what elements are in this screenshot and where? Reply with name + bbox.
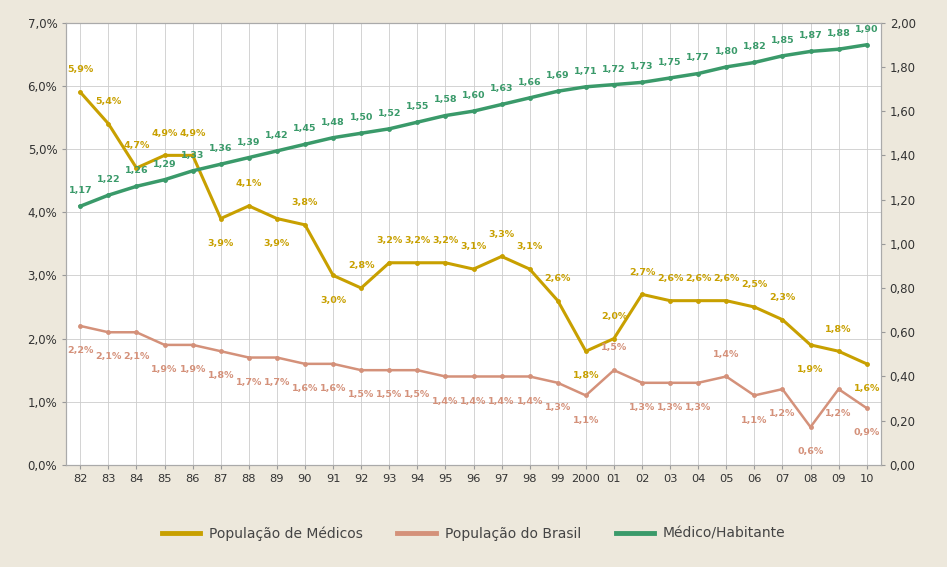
Text: 2,2%: 2,2% bbox=[67, 346, 94, 355]
Text: 1,42: 1,42 bbox=[265, 131, 289, 140]
Text: 5,9%: 5,9% bbox=[67, 65, 94, 74]
Text: 1,17: 1,17 bbox=[68, 186, 92, 195]
Text: 1,39: 1,39 bbox=[237, 138, 260, 146]
Text: 4,9%: 4,9% bbox=[152, 129, 178, 138]
Text: 1,7%: 1,7% bbox=[236, 378, 262, 387]
Text: 2,6%: 2,6% bbox=[657, 274, 684, 283]
Text: 5,4%: 5,4% bbox=[96, 97, 121, 106]
Text: 1,22: 1,22 bbox=[97, 175, 120, 184]
Text: 1,75: 1,75 bbox=[658, 58, 682, 67]
Text: 1,73: 1,73 bbox=[631, 62, 653, 71]
Text: 2,1%: 2,1% bbox=[96, 353, 121, 362]
Text: 1,69: 1,69 bbox=[545, 71, 569, 80]
Text: 1,9%: 1,9% bbox=[797, 365, 824, 374]
Text: 1,5%: 1,5% bbox=[348, 391, 374, 399]
Text: 2,7%: 2,7% bbox=[629, 268, 655, 277]
Text: 1,82: 1,82 bbox=[742, 43, 766, 52]
Text: 1,2%: 1,2% bbox=[826, 409, 851, 418]
Text: 1,3%: 1,3% bbox=[629, 403, 655, 412]
Text: 1,2%: 1,2% bbox=[769, 409, 795, 418]
Text: 1,9%: 1,9% bbox=[152, 365, 178, 374]
Text: 2,3%: 2,3% bbox=[769, 293, 795, 302]
Text: 1,36: 1,36 bbox=[209, 144, 233, 153]
Text: 1,88: 1,88 bbox=[827, 29, 850, 38]
Text: 1,5%: 1,5% bbox=[404, 391, 431, 399]
Text: 1,4%: 1,4% bbox=[460, 397, 487, 406]
Text: 4,1%: 4,1% bbox=[236, 179, 262, 188]
Text: 2,6%: 2,6% bbox=[545, 274, 571, 283]
Text: 3,3%: 3,3% bbox=[489, 230, 514, 239]
Text: 1,4%: 1,4% bbox=[516, 397, 543, 406]
Text: 3,8%: 3,8% bbox=[292, 198, 318, 207]
Text: 1,63: 1,63 bbox=[490, 84, 513, 94]
Text: 1,5%: 1,5% bbox=[376, 391, 402, 399]
Text: 1,58: 1,58 bbox=[434, 95, 457, 104]
Text: 3,9%: 3,9% bbox=[264, 239, 290, 248]
Text: 1,1%: 1,1% bbox=[742, 416, 767, 425]
Text: 1,6%: 1,6% bbox=[292, 384, 318, 393]
Text: 3,1%: 3,1% bbox=[516, 242, 543, 251]
Text: 3,1%: 3,1% bbox=[460, 242, 487, 251]
Legend: População de Médicos, População do Brasil, Médico/Habitante: População de Médicos, População do Brasi… bbox=[156, 521, 791, 547]
Text: 3,2%: 3,2% bbox=[404, 236, 431, 245]
Text: 3,2%: 3,2% bbox=[432, 236, 458, 245]
Text: 1,26: 1,26 bbox=[125, 166, 149, 175]
Text: 1,45: 1,45 bbox=[294, 124, 316, 133]
Text: 3,2%: 3,2% bbox=[376, 236, 402, 245]
Text: 1,87: 1,87 bbox=[798, 31, 822, 40]
Text: 2,6%: 2,6% bbox=[685, 274, 711, 283]
Text: 0,9%: 0,9% bbox=[853, 428, 880, 437]
Text: 1,77: 1,77 bbox=[687, 53, 710, 62]
Text: 1,9%: 1,9% bbox=[180, 365, 205, 374]
Text: 1,6%: 1,6% bbox=[320, 384, 347, 393]
Text: 1,5%: 1,5% bbox=[600, 344, 627, 353]
Text: 1,29: 1,29 bbox=[152, 160, 176, 168]
Text: 1,7%: 1,7% bbox=[263, 378, 290, 387]
Text: 1,8%: 1,8% bbox=[573, 371, 599, 380]
Text: 2,8%: 2,8% bbox=[348, 261, 374, 270]
Text: 2,6%: 2,6% bbox=[713, 274, 740, 283]
Text: 1,4%: 1,4% bbox=[713, 350, 740, 359]
Text: 4,7%: 4,7% bbox=[123, 141, 150, 150]
Text: 1,52: 1,52 bbox=[378, 109, 401, 118]
Text: 1,72: 1,72 bbox=[602, 65, 626, 74]
Text: 1,90: 1,90 bbox=[855, 25, 879, 34]
Text: 3,9%: 3,9% bbox=[207, 239, 234, 248]
Text: 1,3%: 1,3% bbox=[685, 403, 711, 412]
Text: 1,48: 1,48 bbox=[321, 117, 345, 126]
Text: 0,6%: 0,6% bbox=[797, 447, 824, 456]
Text: 1,3%: 1,3% bbox=[545, 403, 571, 412]
Text: 1,55: 1,55 bbox=[405, 102, 429, 111]
Text: 1,8%: 1,8% bbox=[826, 324, 852, 333]
Text: 1,50: 1,50 bbox=[349, 113, 373, 122]
Text: 1,60: 1,60 bbox=[462, 91, 485, 100]
Text: 1,6%: 1,6% bbox=[853, 384, 880, 393]
Text: 2,5%: 2,5% bbox=[742, 280, 767, 289]
Text: 1,4%: 1,4% bbox=[489, 397, 515, 406]
Text: 1,3%: 1,3% bbox=[657, 403, 683, 412]
Text: 3,0%: 3,0% bbox=[320, 295, 347, 304]
Text: 1,1%: 1,1% bbox=[573, 416, 599, 425]
Text: 1,8%: 1,8% bbox=[207, 371, 234, 380]
Text: 2,0%: 2,0% bbox=[600, 312, 627, 321]
Text: 4,9%: 4,9% bbox=[180, 129, 205, 138]
Text: 1,85: 1,85 bbox=[771, 36, 795, 45]
Text: 1,80: 1,80 bbox=[714, 47, 738, 56]
Text: 1,4%: 1,4% bbox=[432, 397, 458, 406]
Text: 1,33: 1,33 bbox=[181, 151, 205, 160]
Text: 2,1%: 2,1% bbox=[123, 353, 150, 362]
Text: 1,66: 1,66 bbox=[518, 78, 542, 87]
Text: 1,71: 1,71 bbox=[574, 67, 598, 76]
